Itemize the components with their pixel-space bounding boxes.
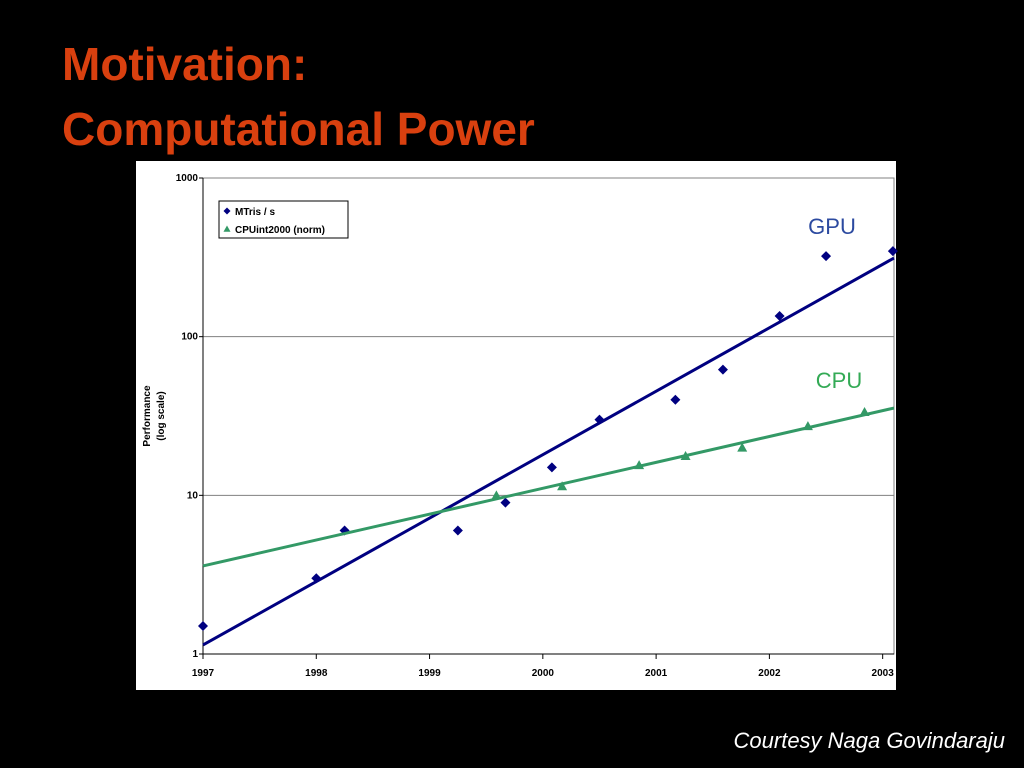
annotation: CPU	[816, 368, 862, 393]
trendline	[202, 406, 895, 568]
data-point	[670, 394, 681, 405]
title-line: Computational Power	[62, 103, 535, 155]
data-point	[859, 407, 870, 417]
data-point	[557, 481, 568, 491]
data-point	[452, 525, 463, 536]
data-point	[887, 246, 898, 257]
data-point	[802, 421, 813, 431]
data-point	[737, 442, 748, 452]
data-point	[821, 251, 832, 262]
x-tick-label: 2000	[532, 668, 555, 679]
legend-label: MTris / s	[235, 207, 275, 218]
credit: Courtesy Naga Govindaraju	[734, 728, 1005, 753]
data-point	[311, 573, 322, 584]
data-point	[717, 364, 728, 375]
y-tick-label: 100	[181, 332, 198, 343]
x-tick-label: 1997	[192, 668, 215, 679]
y-tick-label: 1	[192, 649, 198, 660]
legend-marker	[223, 207, 231, 215]
y-tick-label: 10	[187, 490, 199, 501]
data-point	[198, 621, 208, 632]
data-point	[634, 460, 645, 470]
legend-label: CPUint2000 (norm)	[235, 225, 325, 236]
data-point	[594, 414, 605, 425]
title-line: Motivation:	[62, 38, 307, 90]
x-tick-label: 2001	[645, 668, 668, 679]
y-axis-label: (log scale)	[156, 391, 167, 440]
y-tick-label: 1000	[176, 173, 199, 184]
chart-background	[136, 161, 896, 690]
legend-marker	[223, 225, 231, 232]
data-point	[774, 310, 785, 321]
x-tick-label: 2003	[872, 668, 895, 679]
x-tick-label: 1999	[418, 668, 441, 679]
y-axis-label: Performance	[142, 385, 153, 447]
data-point	[680, 450, 691, 460]
legend-box	[218, 200, 349, 239]
data-point	[491, 490, 502, 500]
x-tick-label: 2002	[758, 668, 781, 679]
x-tick-label: 1998	[305, 668, 328, 679]
data-point	[500, 497, 511, 508]
data-point	[546, 462, 557, 473]
annotation: GPU	[808, 214, 856, 239]
